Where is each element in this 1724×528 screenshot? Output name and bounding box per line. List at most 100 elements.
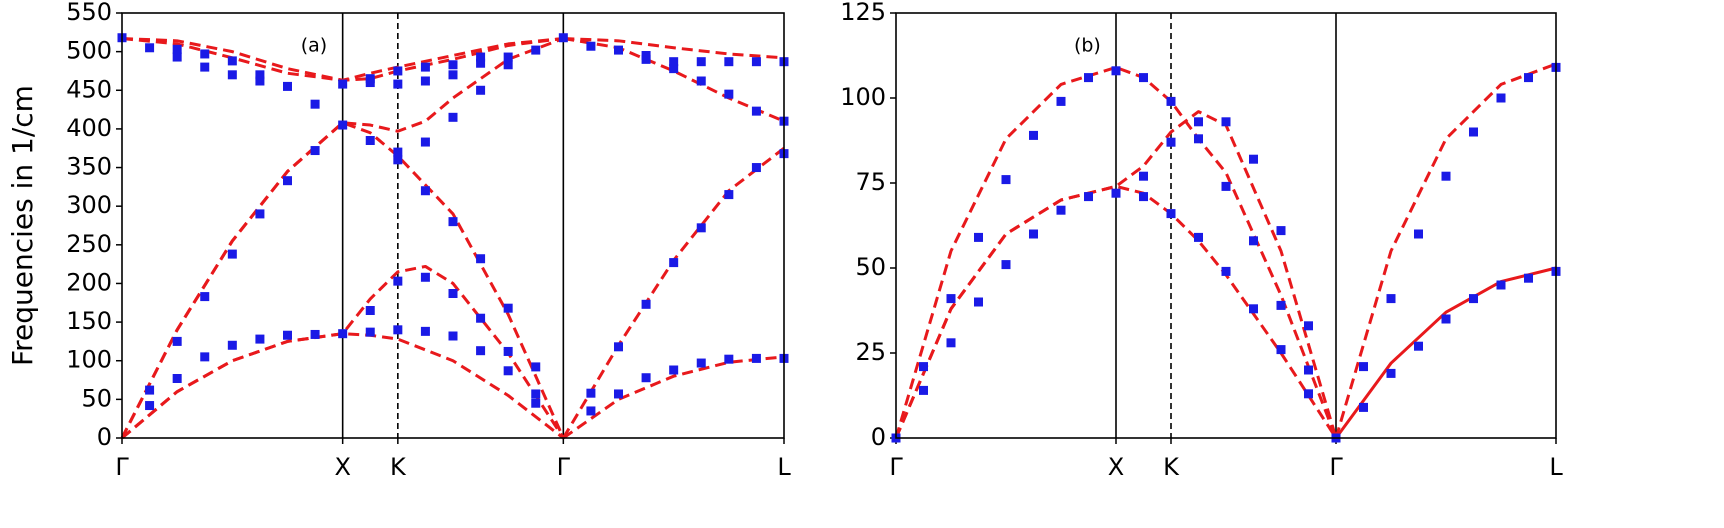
data-point <box>614 342 623 352</box>
data-point <box>919 385 928 395</box>
dispersion-line <box>563 37 785 123</box>
data-point <box>614 45 623 55</box>
data-point <box>1001 175 1011 185</box>
data-point <box>420 326 430 336</box>
data-point <box>1111 66 1121 76</box>
data-point <box>1084 192 1093 202</box>
data-point <box>476 58 486 68</box>
dispersion-line <box>562 355 785 440</box>
data-point <box>531 398 541 408</box>
data-point <box>1139 171 1148 181</box>
axes-frame <box>895 12 1557 439</box>
data-point <box>669 57 679 67</box>
data-point <box>503 303 513 313</box>
data-point <box>172 336 182 346</box>
data-point <box>145 401 155 411</box>
y-axis-label: Frequencies in 1/cm <box>6 85 39 366</box>
data-point <box>974 297 983 307</box>
data-point <box>531 362 541 372</box>
data-point <box>283 330 292 340</box>
dispersion-line <box>1334 62 1557 439</box>
y-tick-label: 350 <box>66 153 112 181</box>
data-point <box>946 338 956 348</box>
x-tick-label: Γ <box>1329 453 1343 481</box>
data-point <box>172 374 182 383</box>
data-point <box>393 155 403 165</box>
data-point <box>172 44 182 54</box>
data-point <box>1194 134 1203 144</box>
data-point <box>669 258 679 268</box>
data-point <box>200 62 210 72</box>
data-point <box>1249 236 1258 246</box>
data-point <box>751 57 761 67</box>
data-point <box>255 334 265 344</box>
data-point <box>1249 304 1258 314</box>
data-point <box>227 340 237 350</box>
panel-label: (b) <box>1074 35 1101 57</box>
data-point <box>420 62 430 72</box>
y-tick-label: 150 <box>66 307 112 335</box>
data-point <box>669 64 679 74</box>
data-point <box>393 147 403 157</box>
data-point <box>393 66 403 76</box>
x-tick-label: Γ <box>557 453 571 481</box>
data-point <box>531 389 541 399</box>
data-point <box>1276 345 1286 355</box>
x-tick-label: X <box>334 453 350 481</box>
data-point <box>503 60 513 70</box>
dispersion-line <box>120 37 564 439</box>
data-point <box>586 388 596 398</box>
axes-frame <box>121 12 785 439</box>
data-point <box>448 289 458 298</box>
data-point <box>145 385 155 395</box>
data-point <box>1276 226 1286 236</box>
data-point <box>724 57 734 67</box>
y-tick-label: 250 <box>66 230 112 258</box>
data-point <box>145 43 155 53</box>
data-point <box>1441 314 1451 324</box>
data-point <box>227 249 237 259</box>
data-point <box>1524 73 1533 83</box>
dispersion-line <box>121 37 564 82</box>
data-point <box>200 292 210 302</box>
data-point <box>586 406 596 416</box>
data-point <box>1524 273 1533 283</box>
data-point <box>531 45 541 55</box>
data-point <box>614 389 623 399</box>
data-point <box>1359 362 1368 372</box>
data-point <box>1084 73 1093 83</box>
data-point <box>255 209 265 219</box>
data-point <box>1414 341 1423 351</box>
data-point <box>1056 205 1066 215</box>
data-point <box>310 99 320 109</box>
data-point <box>200 49 210 59</box>
data-point <box>1496 280 1506 290</box>
data-point <box>283 81 292 91</box>
dispersion-line <box>562 147 785 439</box>
data-point <box>919 362 928 372</box>
y-tick-label: 50 <box>855 253 886 281</box>
data-point <box>1304 321 1313 331</box>
data-point <box>476 52 486 62</box>
data-point <box>420 137 430 147</box>
y-tick-label: 100 <box>840 83 886 111</box>
data-point <box>227 56 237 66</box>
panel-label: (a) <box>301 35 327 57</box>
y-tick-label: 500 <box>66 37 112 65</box>
data-point <box>338 120 348 130</box>
data-point <box>393 276 403 286</box>
data-point <box>1166 137 1176 147</box>
data-point <box>476 313 486 323</box>
y-tick-label: 200 <box>66 268 112 296</box>
y-tick-label: 550 <box>66 0 112 26</box>
x-tick-label: K <box>390 453 407 481</box>
data-point <box>476 254 486 264</box>
data-point <box>1139 192 1148 202</box>
data-point <box>1469 127 1478 137</box>
data-point <box>420 186 430 196</box>
data-point <box>696 223 706 233</box>
dispersion-line <box>121 264 565 440</box>
data-point <box>724 354 734 364</box>
y-tick-label: 0 <box>97 423 112 451</box>
data-point <box>558 33 568 43</box>
